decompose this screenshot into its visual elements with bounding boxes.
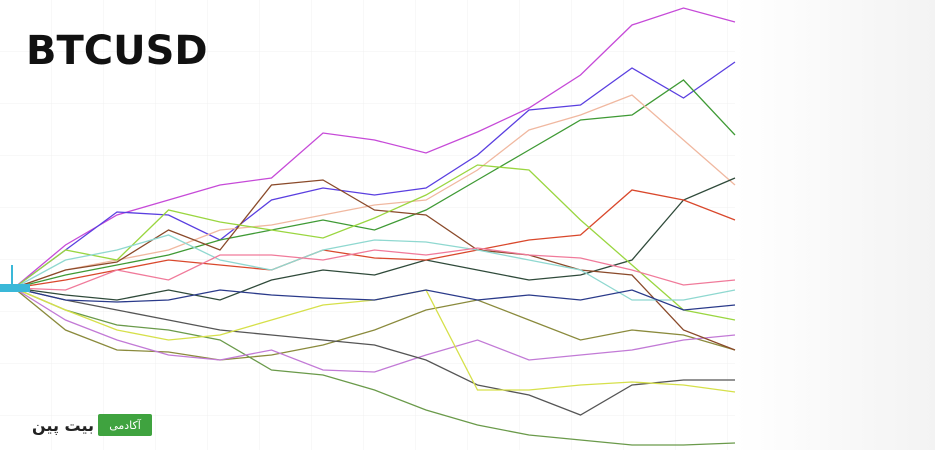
series-line <box>13 179 736 351</box>
series-line <box>13 287 736 446</box>
series-line <box>13 177 736 301</box>
chart-title: BTCUSD <box>26 28 208 74</box>
series-line <box>13 189 736 289</box>
series-line <box>13 287 735 416</box>
series-line <box>13 287 736 311</box>
series-line <box>13 247 736 291</box>
start-marker <box>0 284 30 292</box>
series-line <box>13 287 736 361</box>
series-line <box>13 287 736 373</box>
logo-badge: آکادمی <box>109 418 142 432</box>
logo-badge-bg <box>98 414 152 436</box>
series-line <box>13 164 736 321</box>
series-line <box>13 61 736 289</box>
series-line <box>13 234 736 301</box>
grid-bg <box>0 0 735 450</box>
side-fade <box>735 0 935 450</box>
series-line <box>13 7 736 289</box>
series-line <box>13 79 736 289</box>
series-line <box>13 94 736 289</box>
logo-name: بیت پین <box>32 416 94 436</box>
